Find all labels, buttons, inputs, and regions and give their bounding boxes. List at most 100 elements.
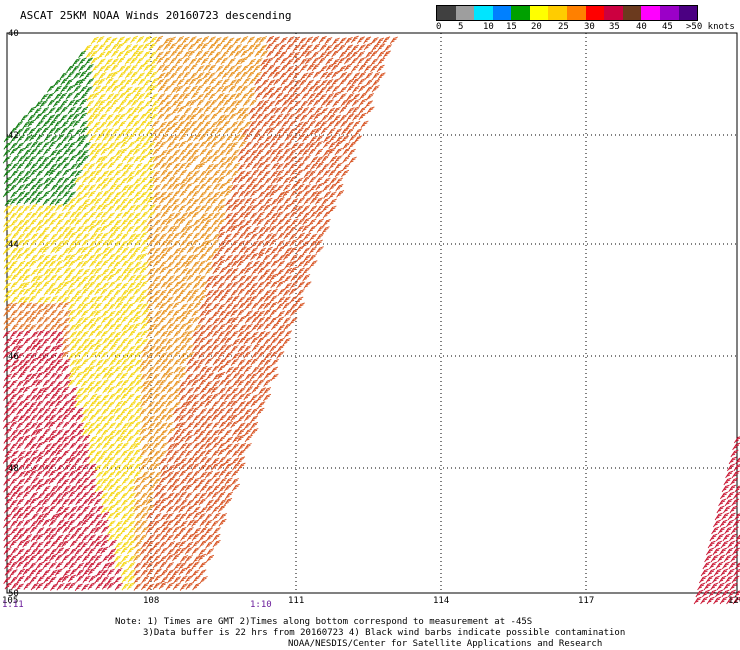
wind-barb [184,260,193,268]
wind-barb [134,498,143,507]
wind-barb [4,581,13,590]
wind-barb [89,435,98,444]
wind-barb [735,562,740,570]
wind-barb [23,498,32,507]
wind-barb [274,86,283,95]
wind-barb [10,429,19,437]
wind-barb [151,105,160,114]
wind-barb [178,282,187,290]
wind-barb [146,254,155,263]
wind-barb [82,568,91,577]
wind-barb [101,576,109,584]
wind-barb [95,365,104,373]
wind-barb [309,239,318,248]
wind-barb [54,343,63,352]
wind-barb [310,156,319,164]
wind-barb [238,267,247,276]
wind-barb [230,420,239,429]
wind-barb [237,254,246,262]
wind-barb [10,506,19,514]
wind-barb [123,44,132,52]
wind-barb [94,148,103,156]
wind-barb [189,120,198,128]
wind-barb [113,555,122,563]
wind-barb [300,86,309,94]
wind-barb [22,238,31,247]
wind-barb [133,274,142,282]
wind-barb [262,163,271,172]
wind-barb [160,218,169,227]
wind-barb [173,505,182,513]
wind-barb [275,163,284,171]
wind-barb [263,226,272,234]
wind-barb [300,100,309,108]
wind-barb [9,539,18,548]
wind-barb [131,99,140,107]
wind-barb [16,527,25,535]
wind-barb [200,57,209,66]
wind-barb [178,469,187,478]
wind-barb [159,484,168,493]
wind-barb [719,519,728,528]
wind-barb [146,274,155,282]
wind-barb [141,415,150,423]
wind-barb [127,345,136,354]
wind-barb [290,281,299,289]
wind-barb [328,191,337,200]
wind-barb [10,190,19,199]
wind-barb [244,183,253,192]
wind-barb [68,315,77,324]
wind-barbs [2,35,740,605]
wind-barb [82,421,91,430]
wind-barb [180,555,189,563]
wind-barb [118,113,127,121]
wind-barb [230,141,239,150]
latitude-tick-label: 50 [8,589,19,599]
wind-barb [68,148,77,156]
wind-barb [204,296,213,304]
wind-barb [250,336,259,345]
wind-barb [234,77,243,86]
wind-barb [76,428,85,437]
wind-barb [22,561,31,569]
wind-barb [81,505,90,514]
wind-barb [95,176,104,184]
wind-barb [173,498,182,506]
wind-barb [127,281,136,290]
wind-barb [152,191,161,199]
wind-barb [75,260,84,269]
wind-barb [55,274,64,283]
wind-barb [82,366,91,374]
wind-barb [719,547,728,556]
wind-barb [118,92,127,100]
wind-barb [114,296,123,304]
wind-barb [217,282,226,290]
wind-barb [11,582,20,590]
wind-barb [49,135,58,143]
wind-barb [97,43,106,52]
wind-barb [172,344,181,353]
wind-barb [339,114,348,122]
wind-barb [23,457,32,465]
wind-barb [81,323,90,331]
wind-barb [49,533,58,541]
wind-barb [225,142,234,151]
wind-barb [35,281,44,289]
wind-barb [146,554,155,563]
wind-barb [67,191,76,199]
wind-barb [249,99,258,107]
wind-barb [265,42,274,51]
wind-barb [23,485,32,493]
wind-barb [284,267,293,276]
wind-barb [141,554,150,562]
wind-barb [55,484,64,493]
wind-barb [63,457,72,466]
wind-barb [113,491,122,499]
wind-barb [147,282,156,291]
wind-barb [302,240,311,249]
wind-barb [212,350,221,359]
wind-barb [244,205,253,213]
wind-barb [276,218,285,226]
wind-barb [186,246,195,254]
wind-barb [82,282,91,290]
